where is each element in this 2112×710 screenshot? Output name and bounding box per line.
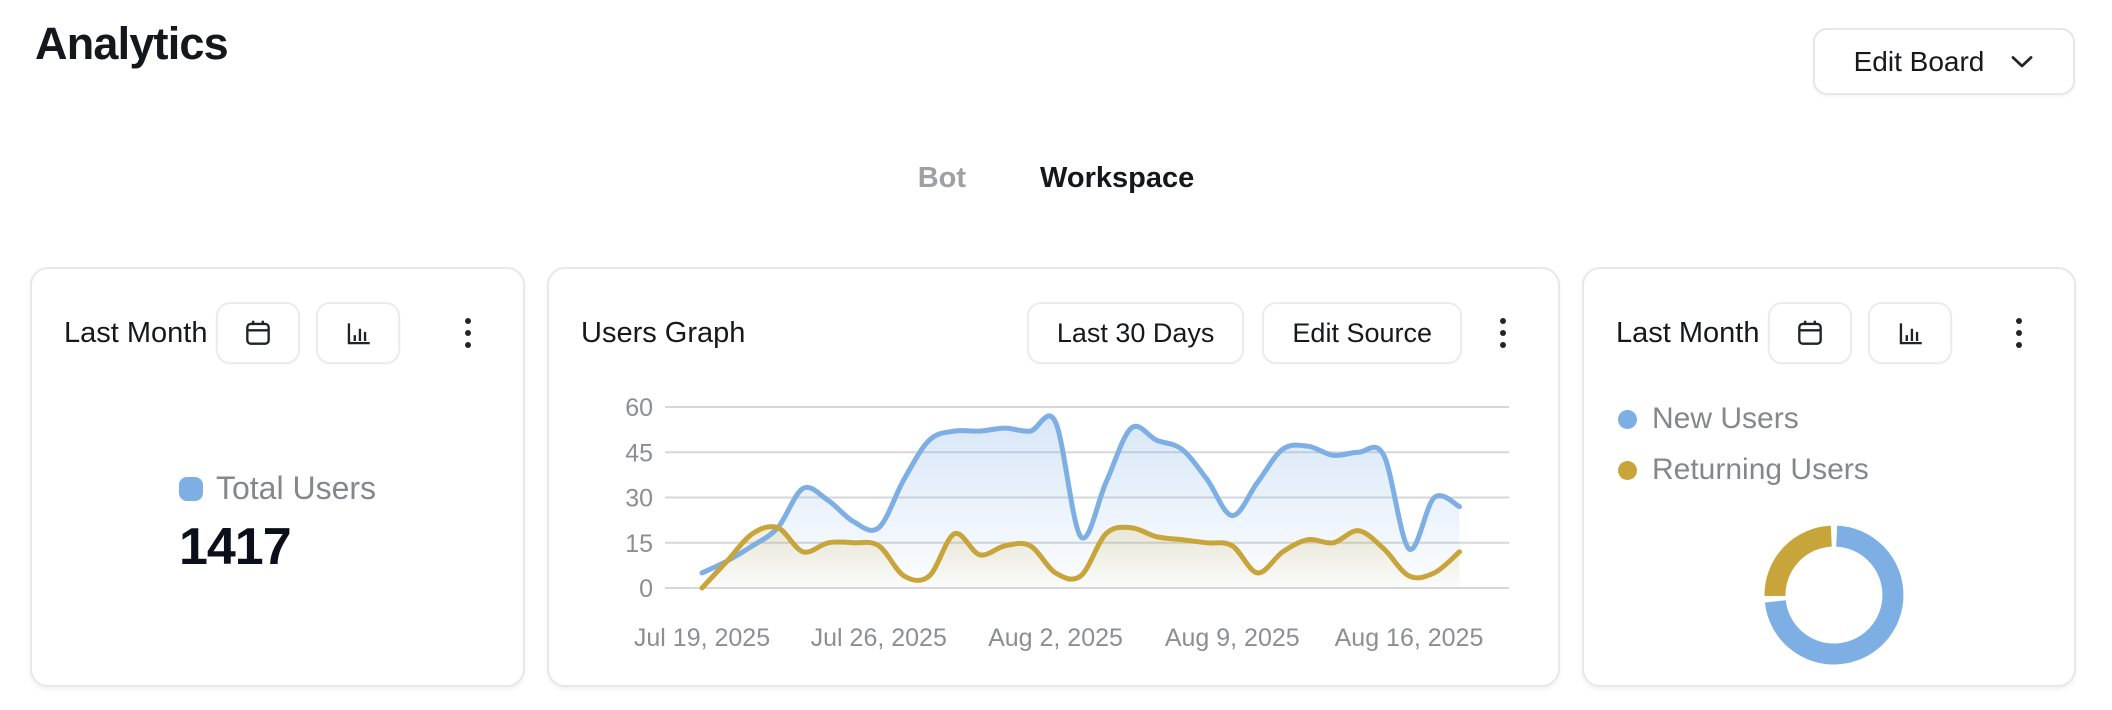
tab-workspace[interactable]: Workspace [1040,162,1195,194]
card-users-graph-header: Users Graph Last 30 Days Edit Source [549,269,1558,364]
svg-text:0: 0 [639,575,653,603]
legend-item-returning-users: Returning Users [1618,453,2074,487]
total-users-legend: Total Users [178,470,377,507]
returning-users-dot [1618,460,1637,480]
svg-text:Jul 19, 2025: Jul 19, 2025 [634,624,770,652]
edit-board-label: Edit Board [1853,45,1985,77]
card-user-split-header: Last Month U [1584,269,2074,364]
date-range-button[interactable] [1768,302,1852,364]
user-split-donut-chart [1764,525,1904,665]
legend-item-new-users: New Users [1618,402,2074,436]
date-range-button[interactable] [216,302,300,364]
card-user-split: Last Month U [1582,267,2076,687]
svg-text:15: 15 [625,530,653,558]
edit-source-button[interactable]: Edit Source [1262,302,1462,364]
card-users-graph: Users Graph Last 30 Days Edit Source 0 15… [547,267,1560,687]
total-users-legend-label: Total Users [215,470,377,506]
new-users-label: New Users [1652,402,1799,435]
new-users-dot [1618,409,1637,429]
card-menu-button[interactable] [1492,310,1514,356]
svg-text:45: 45 [625,439,653,467]
page-title: Analytics [35,18,229,69]
card-user-split-title: Last Month U [1616,316,1768,349]
date-range-button[interactable]: Last 30 Days [1026,302,1245,364]
chart-type-button[interactable] [1868,302,1952,364]
total-users-legend-dot [178,476,203,501]
card-menu-button[interactable] [2008,310,2030,356]
card-users-graph-title: Users Graph [581,316,746,349]
cards-row: Last Month U [30,267,2076,687]
card-total-users-header: Last Month U [32,269,523,364]
user-split-legend: New Users Returning Users [1618,402,2074,487]
card-total-users: Last Month U [30,267,525,687]
tab-bar: Bot Workspace [0,162,2112,195]
kebab-icon [2016,318,2022,324]
card-total-users-title: Last Month U [64,316,216,349]
users-graph-actions: Last 30 Days Edit Source [1026,302,1514,364]
bar-chart-icon [342,317,374,349]
users-graph-chart: 0 15 30 45 60 Jul 19, 2025 Jul 26, 2025 Aug 2, … [625,394,1509,652]
bar-chart-icon [1894,317,1926,349]
total-users-body: Total Users 1417 [178,470,377,577]
svg-text:60: 60 [625,394,653,422]
svg-text:Jul 26, 2025: Jul 26, 2025 [811,624,947,652]
svg-text:30: 30 [625,485,653,513]
edit-board-button[interactable]: Edit Board [1813,28,2075,95]
calendar-icon [1794,317,1826,349]
kebab-icon [465,318,471,324]
chevron-down-icon [2010,55,2034,69]
total-users-value: 1417 [178,518,292,576]
tab-bot[interactable]: Bot [917,162,967,194]
svg-text:Aug 16, 2025: Aug 16, 2025 [1335,624,1484,652]
chart-type-button[interactable] [316,302,400,364]
calendar-icon [242,317,274,349]
returning-users-label: Returning Users [1652,453,1869,486]
svg-text:Aug 9, 2025: Aug 9, 2025 [1165,624,1300,652]
card-menu-button[interactable] [457,310,479,356]
svg-text:Aug 2, 2025: Aug 2, 2025 [988,624,1123,652]
kebab-icon [1500,318,1506,324]
